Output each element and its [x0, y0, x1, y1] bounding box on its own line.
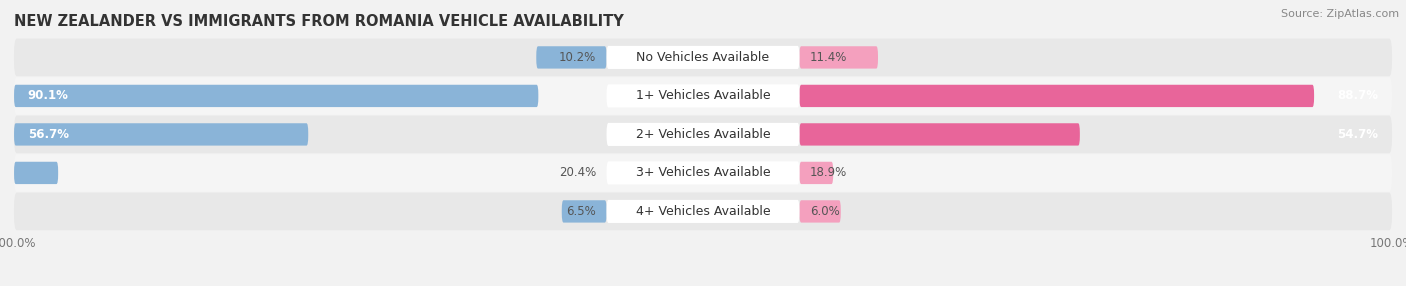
Text: NEW ZEALANDER VS IMMIGRANTS FROM ROMANIA VEHICLE AVAILABILITY: NEW ZEALANDER VS IMMIGRANTS FROM ROMANIA… — [14, 14, 624, 29]
FancyBboxPatch shape — [606, 200, 800, 223]
Text: 20.4%: 20.4% — [560, 166, 596, 179]
FancyBboxPatch shape — [800, 85, 1315, 107]
FancyBboxPatch shape — [800, 162, 834, 184]
Text: 3+ Vehicles Available: 3+ Vehicles Available — [636, 166, 770, 179]
FancyBboxPatch shape — [14, 85, 538, 107]
Text: 6.0%: 6.0% — [810, 205, 839, 218]
Text: No Vehicles Available: No Vehicles Available — [637, 51, 769, 64]
FancyBboxPatch shape — [14, 39, 1392, 76]
FancyBboxPatch shape — [606, 46, 800, 69]
FancyBboxPatch shape — [14, 192, 1392, 230]
Text: 56.7%: 56.7% — [28, 128, 69, 141]
Text: 4+ Vehicles Available: 4+ Vehicles Available — [636, 205, 770, 218]
FancyBboxPatch shape — [14, 123, 308, 146]
FancyBboxPatch shape — [14, 162, 58, 184]
FancyBboxPatch shape — [606, 161, 800, 184]
FancyBboxPatch shape — [14, 154, 1392, 192]
FancyBboxPatch shape — [536, 46, 606, 69]
Text: 2+ Vehicles Available: 2+ Vehicles Available — [636, 128, 770, 141]
FancyBboxPatch shape — [14, 77, 1392, 115]
Text: 54.7%: 54.7% — [1337, 128, 1378, 141]
Text: 1+ Vehicles Available: 1+ Vehicles Available — [636, 90, 770, 102]
Text: 88.7%: 88.7% — [1337, 90, 1378, 102]
FancyBboxPatch shape — [606, 84, 800, 108]
Text: 18.9%: 18.9% — [810, 166, 846, 179]
Text: 10.2%: 10.2% — [560, 51, 596, 64]
Text: Source: ZipAtlas.com: Source: ZipAtlas.com — [1281, 9, 1399, 19]
FancyBboxPatch shape — [800, 200, 841, 223]
FancyBboxPatch shape — [562, 200, 606, 223]
FancyBboxPatch shape — [606, 123, 800, 146]
FancyBboxPatch shape — [14, 116, 1392, 153]
Text: 6.5%: 6.5% — [567, 205, 596, 218]
Text: 11.4%: 11.4% — [810, 51, 848, 64]
FancyBboxPatch shape — [800, 123, 1080, 146]
Text: 90.1%: 90.1% — [28, 90, 69, 102]
FancyBboxPatch shape — [800, 46, 877, 69]
